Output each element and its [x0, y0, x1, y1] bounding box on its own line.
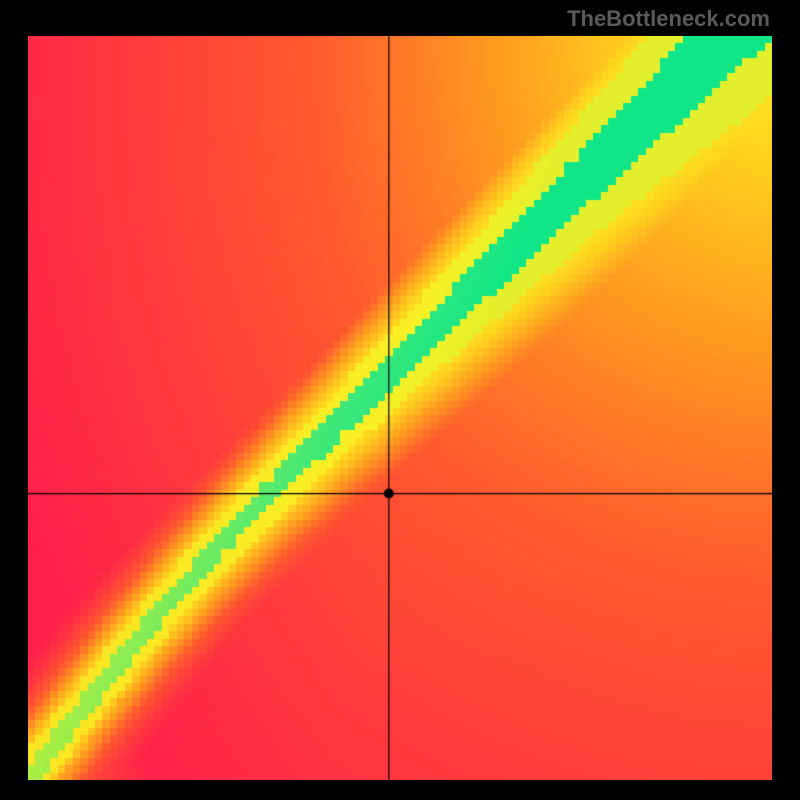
watermark-text: TheBottleneck.com	[567, 6, 770, 32]
heatmap-canvas	[28, 36, 772, 780]
chart-container: TheBottleneck.com	[0, 0, 800, 800]
plot-area	[28, 36, 772, 780]
